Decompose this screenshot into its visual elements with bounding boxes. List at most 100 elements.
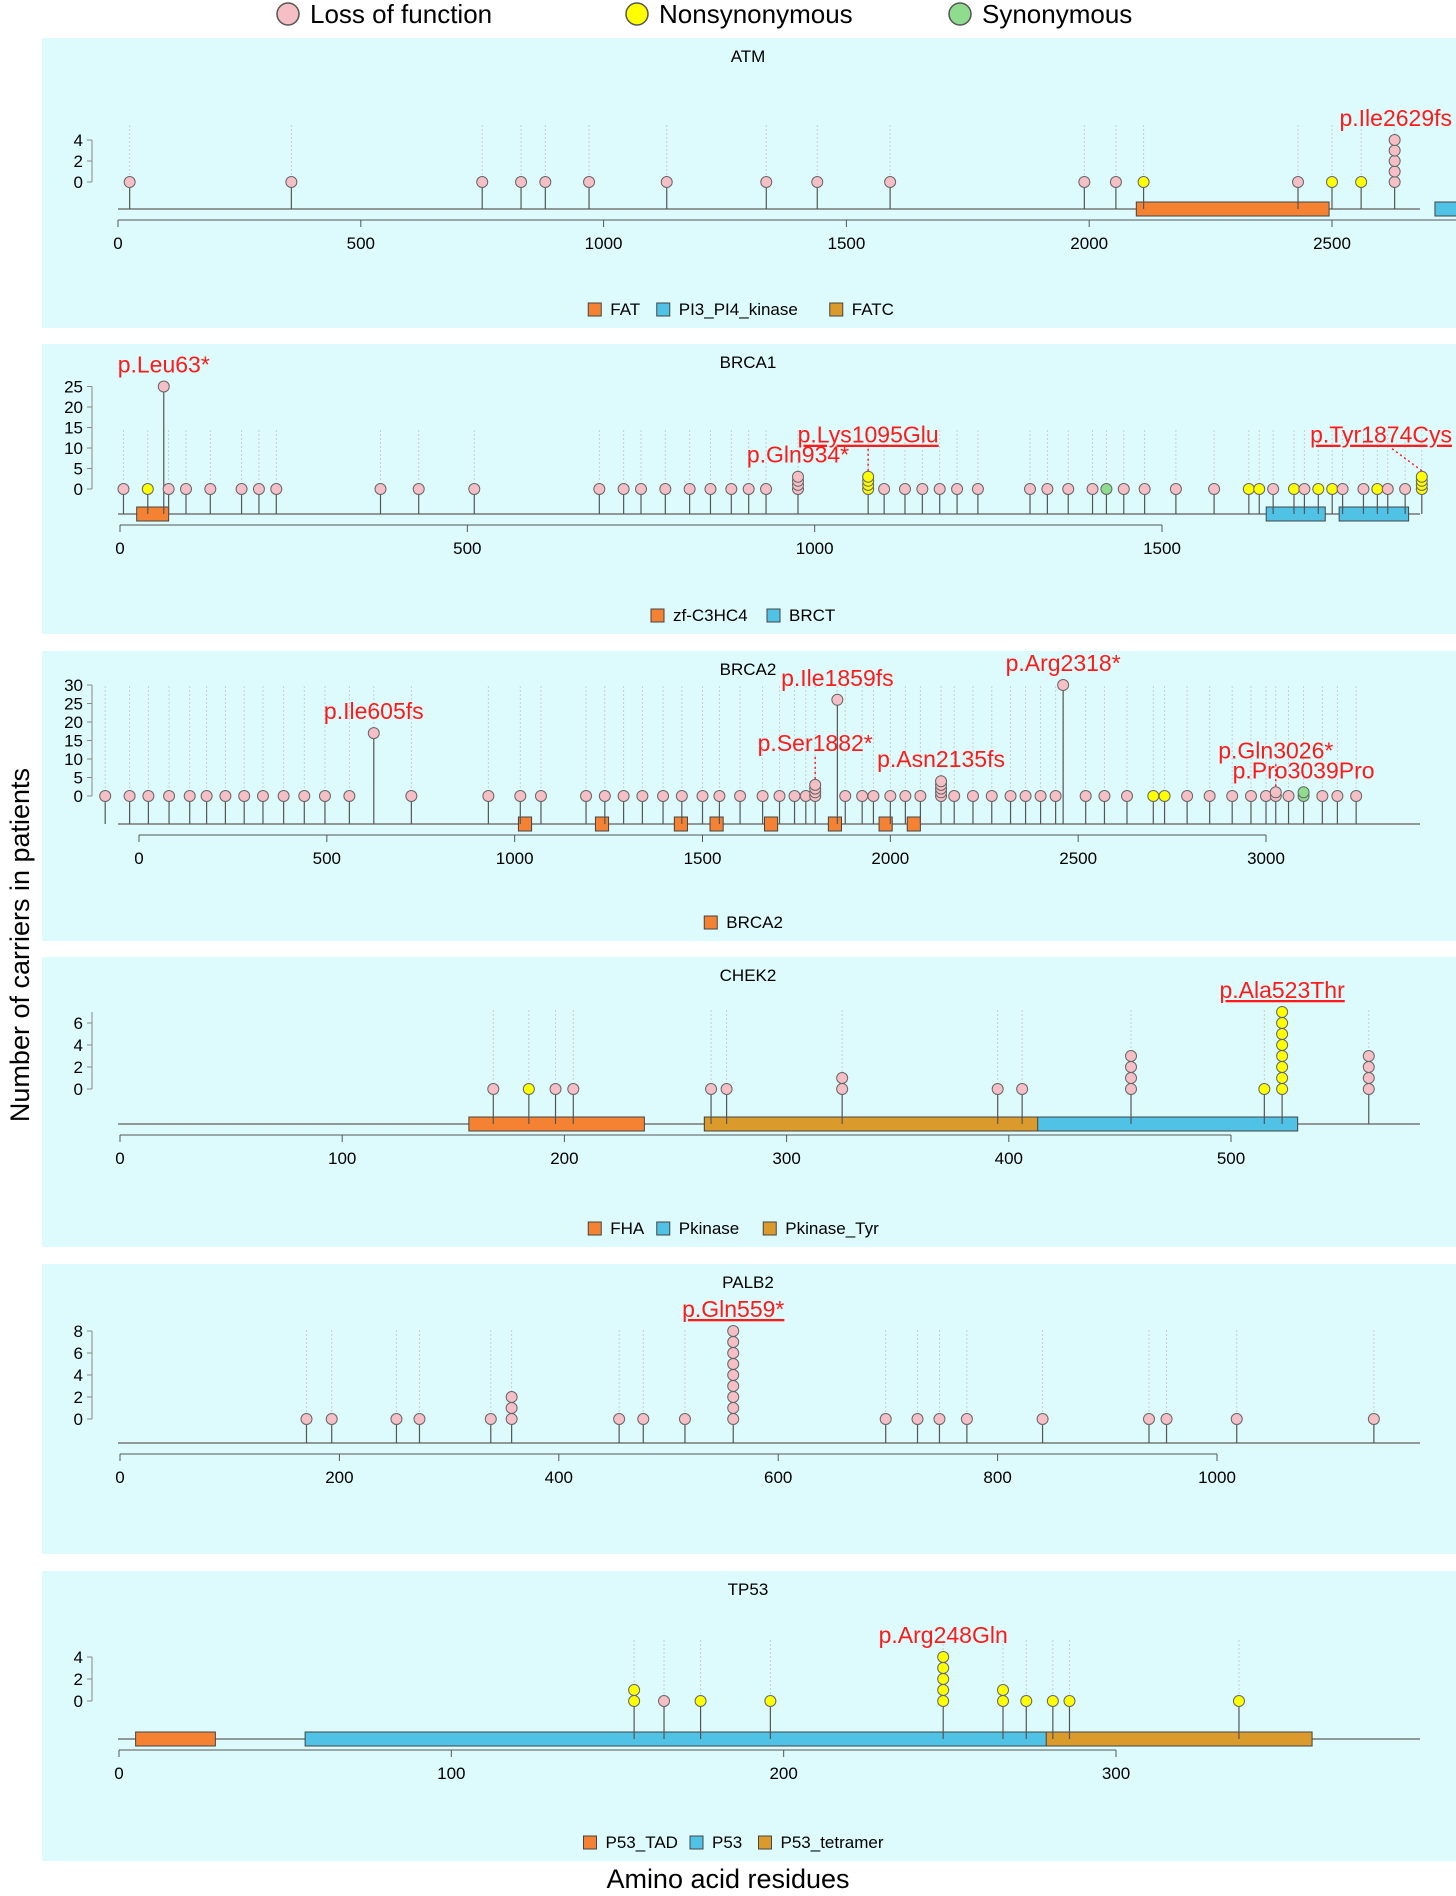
mutation-point <box>593 483 606 495</box>
mutation-point <box>1137 176 1150 188</box>
mutation-point <box>636 790 649 802</box>
panel-brca1: BRCA1 0 5 10 15 20 25 0 500 1000 1500 p.Leu63* p.Gln… <box>42 344 1456 634</box>
mutation-point <box>1388 176 1401 188</box>
mutation-point <box>911 1413 924 1425</box>
mutation-point <box>991 1083 1004 1095</box>
x-tick-label: 400 <box>995 1149 1023 1168</box>
mutation-point <box>1057 679 1070 691</box>
domain-brca2 <box>709 816 724 832</box>
mutation-point <box>1160 1413 1173 1425</box>
mutation-point <box>760 176 773 188</box>
mutation-point <box>1357 483 1370 495</box>
gene-title: BRCA2 <box>720 660 777 679</box>
domain-legend-label: FATC <box>852 300 894 319</box>
domain-pkinase_tyr <box>703 1116 1039 1132</box>
mutation-point <box>836 1072 849 1084</box>
domain-p53_tetramer <box>1045 1731 1313 1747</box>
mutation-point <box>484 1413 497 1425</box>
mutation-point <box>788 790 801 802</box>
y-tick-label: 4 <box>74 1366 83 1385</box>
mutation-point <box>727 1402 740 1414</box>
domain-brct <box>1338 506 1410 522</box>
mutation-point <box>1276 1039 1289 1051</box>
mutation-point <box>1098 790 1111 802</box>
mutation-point <box>367 727 380 740</box>
domain-legend-label: PI3_PI4_kinase <box>679 300 798 319</box>
mutation-point <box>468 483 481 495</box>
mutation-point <box>628 1695 641 1707</box>
annotation-leader <box>1391 448 1423 472</box>
mutation-point <box>1062 483 1075 495</box>
y-tick-label: 0 <box>74 1410 83 1429</box>
y-tick-label: 0 <box>74 1080 83 1099</box>
mutation-point <box>1158 790 1171 802</box>
mutation-point <box>1298 483 1311 495</box>
mutation-point <box>515 176 528 188</box>
x-tick-label: 1500 <box>684 849 722 868</box>
mutation-point <box>705 1083 718 1095</box>
x-tick-label: 2000 <box>871 849 909 868</box>
mutation-point <box>713 790 726 802</box>
mutation-point <box>696 790 709 802</box>
x-tick-label: 500 <box>313 849 341 868</box>
y-tick-label: 0 <box>74 480 83 499</box>
mutation-point <box>1138 483 1151 495</box>
mutation-point <box>960 1413 973 1425</box>
mutation-point <box>1326 483 1339 495</box>
mutation-point <box>1267 483 1280 495</box>
domain-legend-label: FAT <box>610 300 640 319</box>
mutation-point <box>505 1391 518 1403</box>
domain-legend-label: Pkinase_Tyr <box>785 1219 879 1238</box>
mutation-point <box>657 790 670 802</box>
x-tick-label: 1000 <box>1198 1468 1236 1487</box>
y-tick-label: 8 <box>74 1322 83 1341</box>
domain-legend-swatch <box>766 608 781 623</box>
legend-label-1: Nonsynonymous <box>659 0 853 29</box>
mutation-point <box>374 483 387 495</box>
mutation-annotation: p.Arg248Gln <box>879 1622 1008 1648</box>
mutation-point <box>764 1695 777 1707</box>
mutation-point <box>985 790 998 802</box>
mutation-point <box>219 790 232 802</box>
domain-legend-label: BRCT <box>789 606 835 625</box>
mutation-point <box>878 483 891 495</box>
y-tick-label: 10 <box>64 439 83 458</box>
mutation-annotation: p.Ala523Thr <box>1219 977 1345 1003</box>
mutation-point <box>683 483 696 495</box>
mutation-point <box>1242 483 1255 495</box>
domain-pi3_pi4_kinase <box>1434 201 1456 217</box>
domain-legend-swatch <box>656 302 671 317</box>
mutation-point <box>1125 1050 1138 1062</box>
x-tick-label: 300 <box>1102 1764 1130 1783</box>
x-tick-label: 100 <box>328 1149 356 1168</box>
mutation-point <box>678 1413 691 1425</box>
mutation-annotation: p.Asn2135fs <box>877 746 1005 772</box>
mutation-point <box>727 1413 740 1425</box>
mutation-point <box>879 1413 892 1425</box>
x-tick-label: 1000 <box>496 849 534 868</box>
y-tick-label: 0 <box>74 787 83 806</box>
mutation-point <box>727 1347 740 1359</box>
mutation-point <box>539 176 552 188</box>
mutation-point <box>256 790 269 802</box>
mutation-point <box>1232 1695 1245 1707</box>
mutation-point <box>660 176 673 188</box>
mutation-point <box>734 790 747 802</box>
domain-legend-swatch <box>762 1221 777 1236</box>
mutation-point <box>884 790 897 802</box>
panel-tp53: TP53 0 2 4 0 100 200 300 p.Arg248Gln P53_TAD P53 P5… <box>42 1571 1456 1861</box>
mutation-point <box>617 790 630 802</box>
mutation-point <box>1331 790 1344 802</box>
mutation-point <box>238 790 251 802</box>
mutation-point <box>1297 786 1310 799</box>
gene-title: BRCA1 <box>720 353 777 372</box>
x-tick-label: 2500 <box>1059 849 1097 868</box>
mutation-point <box>549 1083 562 1095</box>
mutation-point <box>727 1369 740 1381</box>
x-tick-label: 100 <box>437 1764 465 1783</box>
mutation-point <box>162 483 175 495</box>
mutation-point <box>727 1358 740 1370</box>
mutation-point <box>487 1083 500 1095</box>
mutation-point <box>1046 1695 1059 1707</box>
